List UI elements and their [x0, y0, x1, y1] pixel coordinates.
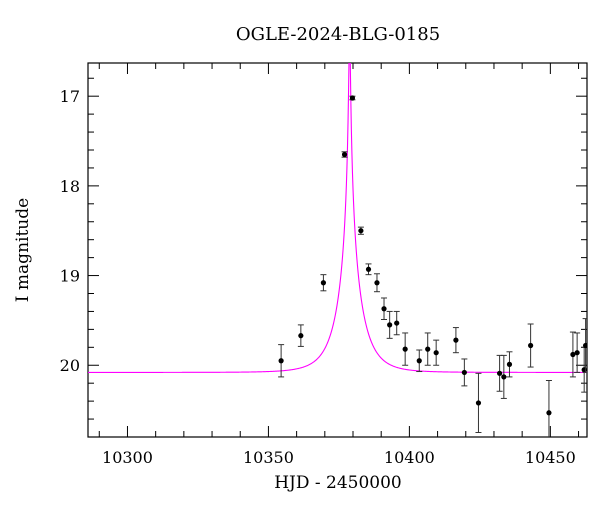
data-point	[320, 280, 327, 286]
plot-frame	[87, 62, 588, 438]
y-tick-label: 19	[60, 267, 80, 286]
data-point	[528, 342, 534, 349]
data-point	[298, 333, 304, 339]
data-point	[341, 151, 348, 158]
data-point	[570, 351, 576, 358]
data-point	[582, 342, 587, 349]
axis-tick-labels: 10300 10350 10400 10450 17 18 19 20	[60, 87, 576, 467]
x-axis-label: HJD - 2450000	[274, 473, 402, 493]
data-point	[574, 350, 580, 356]
y-tick-label: 20	[60, 356, 80, 375]
data-point	[433, 350, 439, 356]
data-point	[349, 95, 356, 101]
y-tick-label: 18	[60, 177, 80, 196]
data-point	[453, 337, 459, 343]
data-point	[475, 400, 482, 406]
x-tick-label: 10300	[102, 448, 153, 467]
data-point	[501, 374, 507, 380]
data-point	[374, 280, 380, 286]
data-point	[402, 346, 408, 352]
data-point	[381, 306, 387, 312]
y-axis-label: I magnitude	[13, 198, 33, 302]
chart-title: OGLE-2024-BLG-0185	[236, 24, 440, 45]
data-point	[461, 369, 467, 376]
data-point	[365, 266, 372, 272]
x-tick-label: 10350	[243, 448, 294, 467]
x-tick-label: 10400	[384, 448, 435, 467]
y-tick-label: 17	[60, 87, 80, 106]
data-point	[546, 410, 552, 416]
model-curve	[88, 63, 587, 373]
data-point	[425, 346, 431, 352]
data-point	[387, 322, 393, 328]
axis-ticks	[88, 63, 587, 438]
data-point	[394, 320, 400, 326]
x-tick-label: 10450	[525, 448, 576, 467]
data-point	[358, 228, 364, 234]
data-point	[506, 361, 513, 367]
data-points	[278, 95, 587, 437]
data-point	[497, 370, 503, 376]
data-point	[416, 358, 422, 364]
data-point	[278, 358, 284, 364]
